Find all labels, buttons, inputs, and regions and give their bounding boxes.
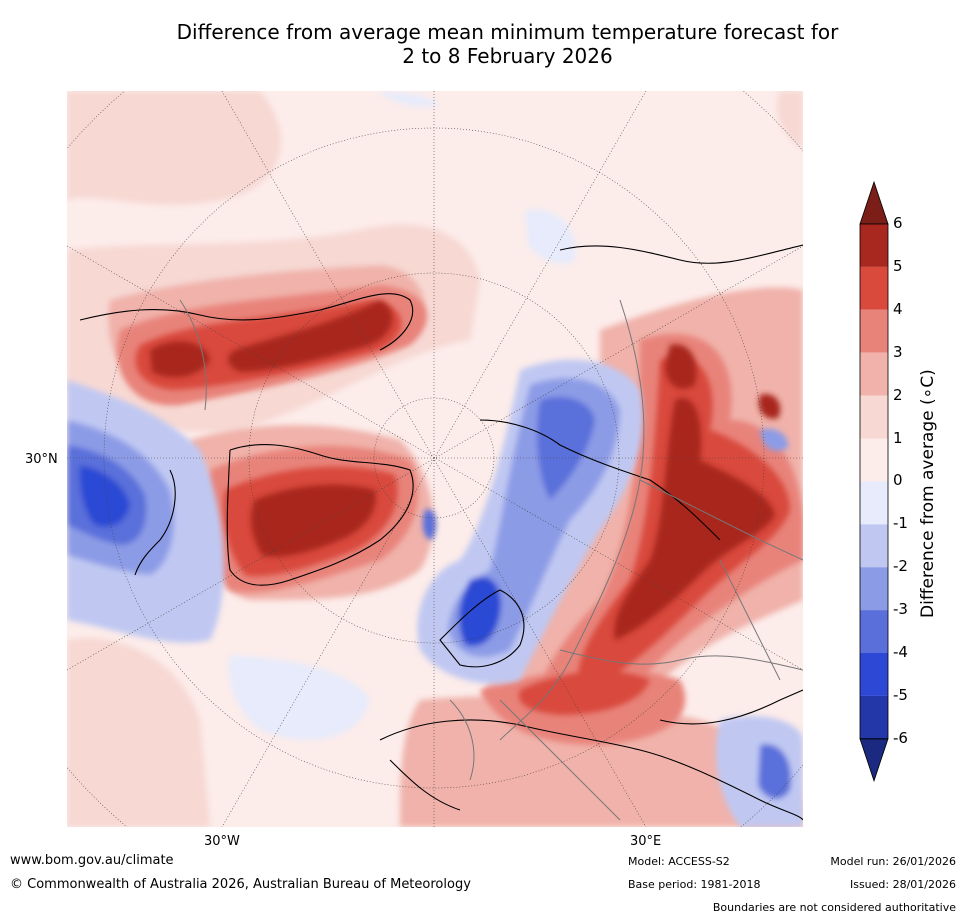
footer-model-run: Model run: 26/01/2026 <box>830 855 956 868</box>
colorbar-tick-label: -6 <box>893 728 908 747</box>
colorbar-extend-min <box>859 738 889 783</box>
colorbar-band <box>860 524 888 568</box>
colorbar-tick-label: 5 <box>893 256 903 275</box>
colorbar-band <box>860 481 888 525</box>
colorbar-band <box>860 610 888 653</box>
colorbar-tick-label: -2 <box>893 557 908 576</box>
colorbar-tick-label: 0 <box>893 471 903 490</box>
colorbar-tick-label: 6 <box>893 214 903 232</box>
lon-label-30w: 30°W <box>204 834 240 849</box>
colorbar-band <box>860 309 888 353</box>
colorbar-band <box>860 567 888 611</box>
colorbar-band <box>860 438 888 482</box>
country-borders <box>179 299 803 821</box>
colorbar-tick-label: -4 <box>893 643 908 661</box>
anomaly-shading-extreme <box>150 300 781 640</box>
chart-title: Difference from average mean minimum tem… <box>0 20 965 68</box>
colorbar-extend-max <box>859 180 889 225</box>
colorbar-tick-label: 3 <box>893 342 903 361</box>
colorbar-tick-label: -3 <box>893 600 908 619</box>
footer-model: Model: ACCESS-S2 <box>628 855 730 868</box>
coastlines <box>79 244 803 821</box>
colorbar-band <box>860 695 888 739</box>
lat-label-30n: 30°N <box>25 452 58 467</box>
colorbar-tick-label: 4 <box>893 299 903 318</box>
colorbar-tick-label: 2 <box>893 385 903 404</box>
anomaly-shading-cold <box>67 91 803 827</box>
footer-website[interactable]: www.bom.gov.au/climate <box>10 853 174 868</box>
colorbar <box>859 180 889 783</box>
colorbar-band <box>860 224 888 267</box>
colorbar-tick-label: -1 <box>893 514 908 533</box>
colorbar-band <box>860 352 888 396</box>
colorbar-band <box>860 266 888 310</box>
title-line-2: 2 to 8 February 2026 <box>402 44 613 68</box>
colorbar-band <box>860 395 888 439</box>
colorbar-tick-label: -5 <box>893 685 908 704</box>
colorbar-frame <box>859 223 889 740</box>
colorbar-tick-label: 1 <box>893 428 903 447</box>
footer-issued: Issued: 28/01/2026 <box>849 878 956 891</box>
colorbar-band <box>860 653 888 696</box>
footer-base-period: Base period: 1981-2018 <box>628 878 761 891</box>
title-line-1: Difference from average mean minimum tem… <box>176 20 839 44</box>
footer-disclaimer: Boundaries are not considered authoritat… <box>712 901 956 914</box>
footer-copyright: © Commonwealth of Australia 2026, Austra… <box>10 877 471 892</box>
lon-label-30e: 30°E <box>630 834 662 849</box>
colorbar-label: Difference from average (∘C) <box>918 369 938 618</box>
